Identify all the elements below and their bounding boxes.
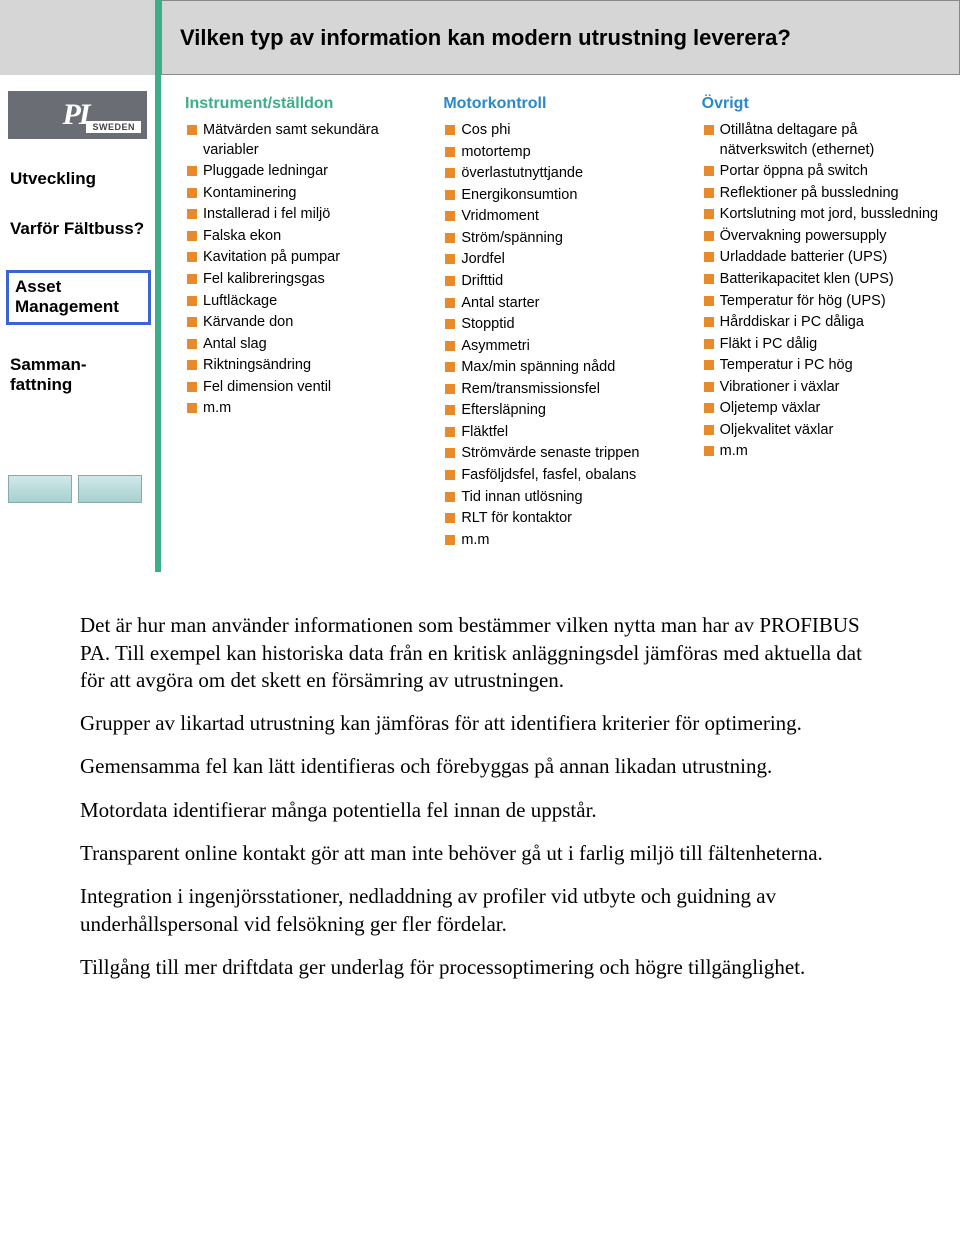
bullet-item: Temperatur i PC hög [702,356,942,376]
bullet-item: Oljekvalitet växlar [702,421,942,441]
bullet-item: m.m [443,531,683,551]
bullet-item: m.m [185,399,425,419]
bullet-item: m.m [702,442,942,462]
bullet-item: Antal slag [185,335,425,355]
bullet-item: Luftläckage [185,292,425,312]
bullet-item: Antal starter [443,294,683,314]
column-heading: Övrigt [702,95,942,113]
bullet-item: Strömvärde senaste trippen [443,444,683,464]
bullet-item: Pluggade ledningar [185,162,425,182]
bullet-item: Kortslutning mot jord, bussledning [702,205,942,225]
logo-box: PI SWEDEN [8,91,147,139]
bullet-item: RLT för kontaktor [443,509,683,529]
bullet-item: Jordfel [443,250,683,270]
footer-logo-icon [78,475,142,503]
bullet-item: Ström/spänning [443,229,683,249]
paragraph-5: Integration i ingenjörsstationer, nedlad… [80,883,880,938]
main-row: PI SWEDEN Utveckling Varför Fältbuss? Asse… [0,75,960,572]
bullet-item: Otillåtna deltagare på nätverkswitch (et… [702,121,942,160]
bullet-item: Urladdade batterier (UPS) [702,248,942,268]
paragraph-1: Grupper av likartad utrustning kan jämfö… [80,710,880,737]
column-1: Motorkontroll Cos phimotortempöverlastutn… [443,95,683,552]
bullet-item: Tid innan utlösning [443,488,683,508]
body-text: Det är hur man använder informationen so… [0,572,960,1017]
paragraph-4: Transparent online kontakt gör att man i… [80,840,880,867]
bullet-item: Portar öppna på switch [702,162,942,182]
columns: Instrument/ställdon Mätvärden samt sekund… [161,75,960,572]
paragraph-2: Gemensamma fel kan lätt identifieras och… [80,753,880,780]
bullet-item: Fläktfel [443,423,683,443]
header-bar: Vilken typ av information kan modern utr… [0,0,960,75]
paragraph-3: Motordata identifierar många potentiella… [80,797,880,824]
header-left [0,0,155,75]
nav-container: Utveckling Varför Fältbuss? Asset Manageme… [0,169,155,395]
bullet-item: Energikonsumtion [443,186,683,206]
logo-sweden: SWEDEN [86,121,141,133]
nav-item-0[interactable]: Utveckling [10,169,147,189]
logo-pi: PI [63,98,89,132]
bullet-list: Otillåtna deltagare på nätverkswitch (et… [702,121,942,462]
header-title-area: Vilken typ av information kan modern utr… [161,0,960,75]
column-heading: Motorkontroll [443,95,683,113]
column-0: Instrument/ställdon Mätvärden samt sekund… [185,95,425,552]
bullet-item: överlastutnyttjande [443,164,683,184]
sidebar: PI SWEDEN Utveckling Varför Fältbuss? Asse… [0,75,155,572]
bullet-item: Temperatur för hög (UPS) [702,292,942,312]
bullet-item: Fläkt i PC dålig [702,335,942,355]
column-2: Övrigt Otillåtna deltagare på nätverkswit… [702,95,942,552]
bullet-item: Reflektioner på bussledning [702,184,942,204]
bullet-item: Kärvande don [185,313,425,333]
bullet-item: Fel dimension ventil [185,378,425,398]
bullet-item: Eftersläpning [443,401,683,421]
bullet-item: Cos phi [443,121,683,141]
column-heading: Instrument/ställdon [185,95,425,113]
bullet-item: Batterikapacitet klen (UPS) [702,270,942,290]
bullet-item: Mätvärden samt sekundära variabler [185,121,425,160]
bullet-item: Vridmoment [443,207,683,227]
nav-item-1[interactable]: Varför Fältbuss? [10,219,147,239]
paragraph-6: Tillgång till mer driftdata ger underlag… [80,954,880,981]
bullet-list: Mätvärden samt sekundära variablerPlugga… [185,121,425,419]
bullet-item: Fasföljdsfel, fasfel, obalans [443,466,683,486]
slide: Vilken typ av information kan modern utr… [0,0,960,572]
bullet-item: Oljetemp växlar [702,399,942,419]
bullet-item: Vibrationer i växlar [702,378,942,398]
bullet-list: Cos phimotortempöverlastutnyttjandeEnerg… [443,121,683,550]
footer-logos [8,475,147,503]
bullet-item: Kavitation på pumpar [185,248,425,268]
bullet-item: Rem/transmissionsfel [443,380,683,400]
bullet-item: motortemp [443,143,683,163]
bullet-item: Asymmetri [443,337,683,357]
bullet-item: Kontaminering [185,184,425,204]
bullet-item: Stopptid [443,315,683,335]
nav-item-2[interactable]: Asset Management [6,270,151,325]
footer-logo-icon [8,475,72,503]
bullet-item: Drifttid [443,272,683,292]
slide-title: Vilken typ av information kan modern utr… [180,25,791,51]
bullet-item: Hårddiskar i PC dåliga [702,313,942,333]
bullet-item: Riktningsändring [185,356,425,376]
bullet-item: Falska ekon [185,227,425,247]
bullet-item: Installerad i fel miljö [185,205,425,225]
bullet-item: Övervakning powersupply [702,227,942,247]
bullet-item: Fel kalibreringsgas [185,270,425,290]
paragraph-0: Det är hur man använder informationen so… [80,612,880,694]
nav-item-3[interactable]: Samman- fattning [10,355,147,396]
bullet-item: Max/min spänning nådd [443,358,683,378]
